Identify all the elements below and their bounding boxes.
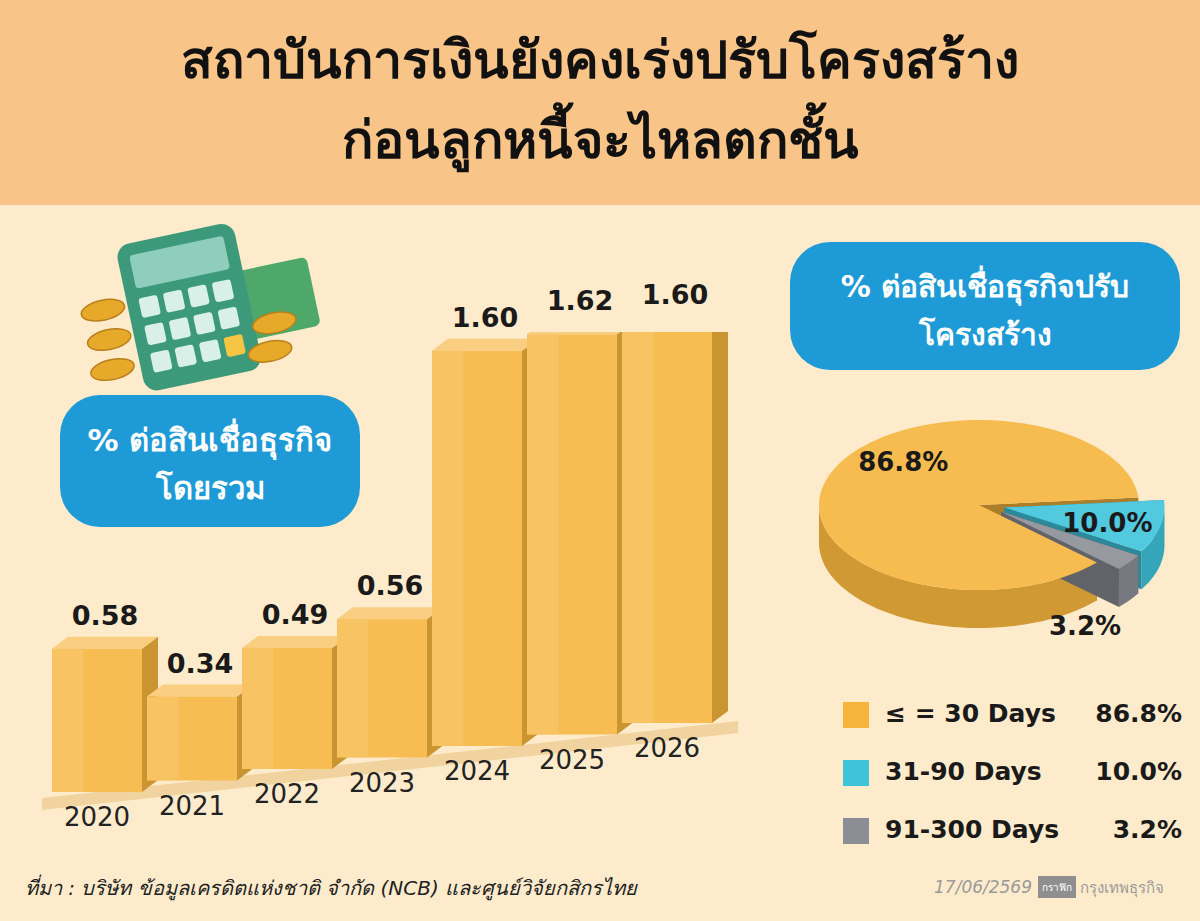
bar-side	[712, 332, 728, 723]
title-badge	[60, 395, 360, 527]
bar-marks	[52, 332, 728, 792]
data-label: 3.2%	[1049, 611, 1121, 641]
title-badge	[790, 242, 1180, 370]
bar-front	[527, 334, 617, 734]
title: ก่อนลูกหนี้จะไหลตกชั้น	[342, 102, 859, 173]
bar-highlight	[242, 648, 274, 769]
title: สถาบันการเงินยังคงเร่งปรับโครงสร้าง	[181, 29, 1019, 90]
x-tick-label: 2020	[64, 802, 130, 832]
legend-value: 10.0%	[1095, 757, 1182, 786]
bar-top	[337, 607, 443, 619]
pie-chart: 86.8% 10.0% 3.2%	[819, 420, 1165, 641]
x-tick-label: 2025	[539, 745, 605, 775]
bar-highlight	[147, 697, 179, 781]
icon-coin	[79, 296, 126, 325]
bar-highlight	[52, 649, 84, 792]
data-label: 0.34	[167, 648, 234, 679]
bar-highlight	[432, 351, 464, 746]
bar	[52, 637, 158, 792]
legend-value: 3.2%	[1113, 815, 1182, 844]
bar	[622, 332, 728, 723]
bar-front	[337, 619, 427, 757]
icon-coin	[89, 355, 136, 384]
icon-body	[115, 221, 264, 393]
x-tick-label: 2026	[634, 733, 700, 763]
icon-key	[144, 322, 167, 346]
x-tick-label: 2022	[254, 779, 320, 809]
background	[0, 0, 1200, 921]
x-tick-label: 2023	[349, 768, 415, 798]
icon-key	[193, 312, 216, 336]
icon	[66, 208, 327, 404]
brand: กรุงเทพธุรกิจ	[1080, 879, 1164, 898]
data-label: 10.0%	[1062, 508, 1152, 538]
bar-top	[527, 332, 633, 334]
icon-key	[199, 339, 222, 363]
chart-title: โครงสร้าง	[918, 316, 1052, 352]
legend-swatch	[843, 702, 869, 728]
bar-top	[242, 636, 348, 648]
legend: ≤ = 30 Days 86.8% 31-90 Days 10.0% 91-300 Da…	[843, 699, 1182, 844]
bar-top	[147, 685, 253, 697]
icon-key	[217, 306, 240, 330]
data-label: 86.8%	[858, 447, 948, 477]
icon-key	[212, 279, 235, 303]
x-tick-label: 2021	[159, 791, 225, 821]
chart-title: โดยรวม	[155, 470, 265, 506]
legend-value: 86.8%	[1095, 699, 1182, 728]
data-label: 0.56	[357, 570, 424, 601]
bar-top	[432, 339, 538, 351]
icon-coin	[86, 325, 133, 354]
legend-swatch	[843, 760, 869, 786]
date: 17/06/2569	[934, 877, 1032, 897]
icon-coin	[247, 337, 294, 366]
legend-label: ≤ = 30 Days	[885, 699, 1056, 728]
bar-highlight	[337, 619, 369, 757]
bar-front	[147, 697, 237, 781]
legend-label: 91-300 Days	[885, 815, 1059, 844]
icon-key	[223, 334, 246, 358]
canvas: สถาบันการเงินยังคงเร่งปรับโครงสร้างก่อนล…	[0, 0, 1200, 921]
icon-key	[150, 349, 173, 373]
legend-label: 31-90 Days	[885, 757, 1042, 786]
bar-front	[432, 351, 522, 746]
x-tick-label: 2024	[444, 756, 510, 786]
header-band	[0, 0, 1200, 205]
icon-coin	[251, 308, 298, 337]
data-label: 1.60	[452, 302, 519, 333]
source: ที่มา : บริษัท ข้อมูลเครดิตแห่งชาติ จำกั…	[25, 874, 638, 901]
icon-key	[169, 317, 192, 341]
bar	[432, 339, 538, 746]
bar	[147, 685, 253, 781]
bar	[242, 636, 348, 769]
bar-highlight	[527, 334, 559, 734]
data-label: 1.60	[642, 279, 709, 310]
bar-labels: 0.58 2020 0.34 2021 0.49 2022 0.56 2023 1.60 2024…	[64, 279, 708, 832]
bar-front	[622, 332, 712, 723]
icon-key	[163, 289, 186, 313]
icon-key	[174, 344, 197, 368]
pie-tops	[819, 420, 1165, 590]
data-label: 0.58	[72, 600, 139, 631]
data-label: 1.62	[547, 285, 614, 316]
bar-highlight	[622, 332, 654, 723]
icon-key	[187, 284, 210, 308]
bar-top	[52, 637, 158, 649]
chart-title: % ต่อสินเชื่อธุรกิจ	[88, 418, 333, 460]
bar	[337, 607, 443, 757]
credit-box	[1038, 876, 1076, 898]
icon-key	[138, 295, 161, 319]
bar-front	[52, 649, 142, 792]
chart-title: % ต่อสินเชื่อธุรกิจปรับ	[841, 265, 1130, 306]
bar	[527, 332, 633, 734]
credit: กราฟิก	[1042, 882, 1072, 893]
data-label: 0.49	[262, 599, 329, 630]
bar-front	[242, 648, 332, 769]
icon-screen	[129, 236, 230, 289]
legend-swatch	[843, 818, 869, 844]
